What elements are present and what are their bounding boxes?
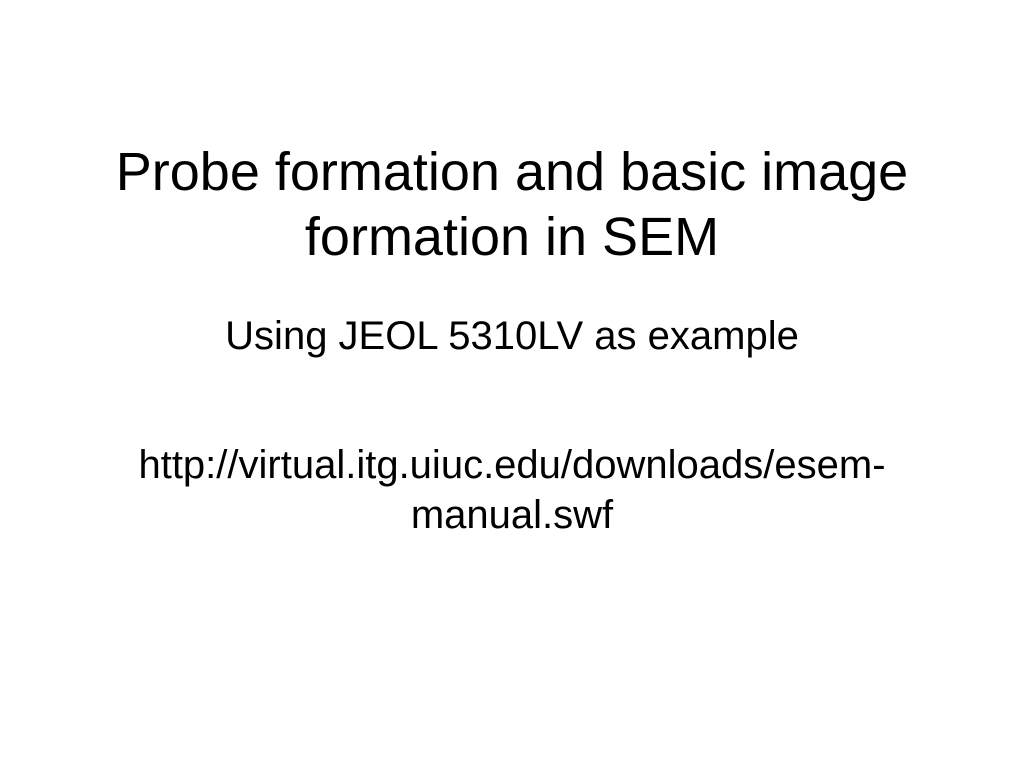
slide-subtitle: Using JEOL 5310LV as example [0,312,1024,360]
slide-title: Probe formation and basic image formatio… [102,140,922,270]
slide-link-text: http://virtual.itg.uiuc.edu/downloads/es… [102,440,922,540]
slide: Probe formation and basic image formatio… [0,0,1024,768]
